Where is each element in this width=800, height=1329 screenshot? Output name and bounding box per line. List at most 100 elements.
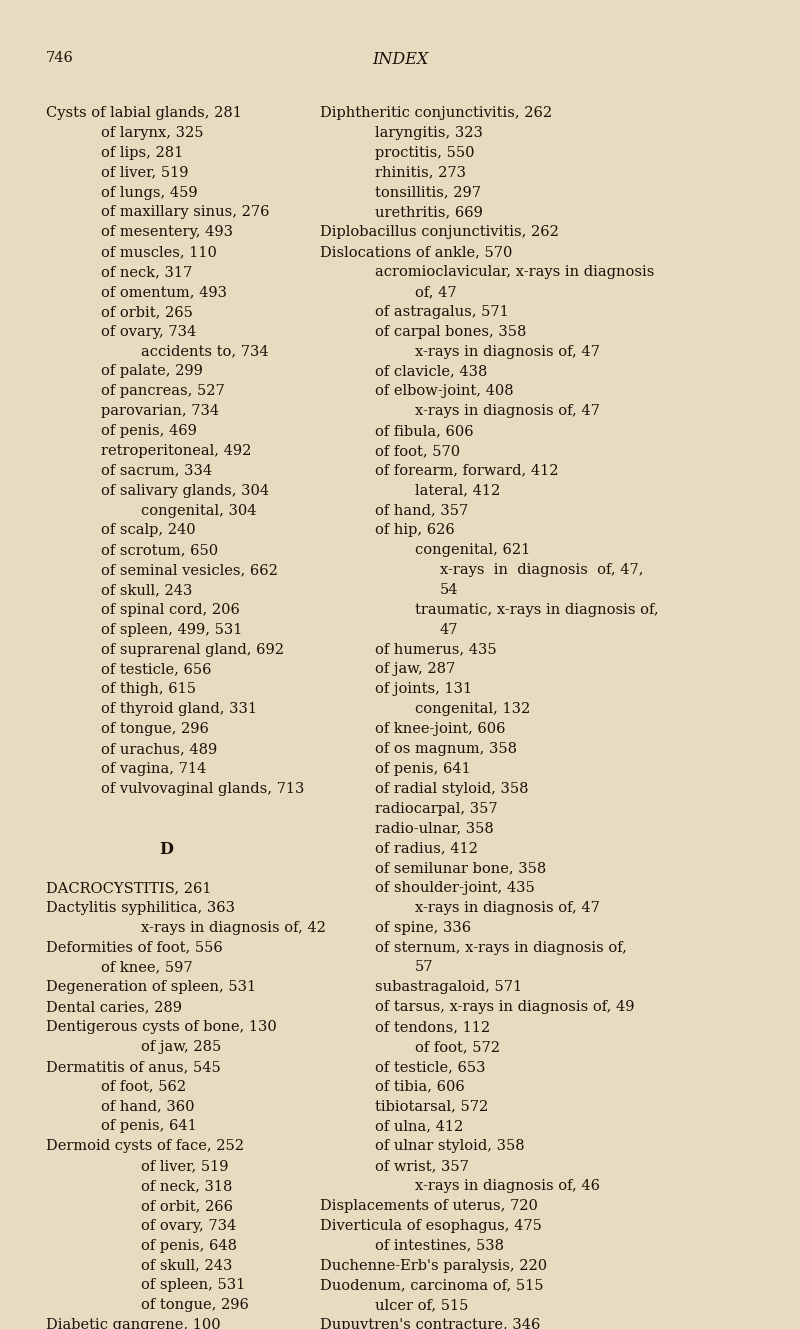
Text: of muscles, 110: of muscles, 110 [101,246,217,259]
Text: tibiotarsal, 572: tibiotarsal, 572 [375,1099,488,1114]
Text: of thyroid gland, 331: of thyroid gland, 331 [101,702,257,716]
Text: of omentum, 493: of omentum, 493 [101,284,227,299]
Text: Dermoid cysts of face, 252: Dermoid cysts of face, 252 [46,1139,244,1154]
Text: Deformities of foot, 556: Deformities of foot, 556 [46,941,222,954]
Text: of suprarenal gland, 692: of suprarenal gland, 692 [101,643,284,657]
Text: of radial styloid, 358: of radial styloid, 358 [375,781,529,796]
Text: of scalp, 240: of scalp, 240 [101,524,196,537]
Text: laryngitis, 323: laryngitis, 323 [375,126,483,140]
Text: of vulvovaginal glands, 713: of vulvovaginal glands, 713 [101,781,304,796]
Text: Duodenum, carcinoma of, 515: Duodenum, carcinoma of, 515 [320,1278,543,1292]
Text: Dental caries, 289: Dental caries, 289 [46,1001,182,1014]
Text: Duchenne-Erb's paralysis, 220: Duchenne-Erb's paralysis, 220 [320,1259,547,1272]
Text: of hand, 357: of hand, 357 [375,504,468,517]
Text: x-rays in diagnosis of, 42: x-rays in diagnosis of, 42 [141,921,326,934]
Text: INDEX: INDEX [372,51,428,68]
Text: of neck, 317: of neck, 317 [101,264,192,279]
Text: x-rays in diagnosis of, 46: x-rays in diagnosis of, 46 [415,1179,600,1193]
Text: Diphtheritic conjunctivitis, 262: Diphtheritic conjunctivitis, 262 [320,106,552,120]
Text: Dentigerous cysts of bone, 130: Dentigerous cysts of bone, 130 [46,1021,277,1034]
Text: of testicle, 653: of testicle, 653 [375,1059,486,1074]
Text: of humerus, 435: of humerus, 435 [375,643,497,657]
Text: of foot, 562: of foot, 562 [101,1079,186,1094]
Text: radio-ulnar, 358: radio-ulnar, 358 [375,821,494,836]
Text: of liver, 519: of liver, 519 [141,1159,229,1174]
Text: of knee, 597: of knee, 597 [101,961,193,974]
Text: of elbow-joint, 408: of elbow-joint, 408 [375,384,514,399]
Text: parovarian, 734: parovarian, 734 [101,404,219,419]
Text: of lips, 281: of lips, 281 [101,146,183,159]
Text: of, 47: of, 47 [415,284,457,299]
Text: x-rays in diagnosis of, 47: x-rays in diagnosis of, 47 [415,344,600,359]
Text: of spleen, 531: of spleen, 531 [141,1278,246,1292]
Text: of ovary, 734: of ovary, 734 [101,324,196,339]
Text: congenital, 304: congenital, 304 [141,504,257,517]
Text: of forearm, forward, 412: of forearm, forward, 412 [375,464,558,477]
Text: 746: 746 [46,51,74,65]
Text: of jaw, 285: of jaw, 285 [141,1041,222,1054]
Text: retroperitoneal, 492: retroperitoneal, 492 [101,444,251,459]
Text: of salivary glands, 304: of salivary glands, 304 [101,484,269,497]
Text: of shoulder-joint, 435: of shoulder-joint, 435 [375,881,534,894]
Text: of penis, 648: of penis, 648 [141,1239,237,1253]
Text: of testicle, 656: of testicle, 656 [101,662,211,676]
Text: D: D [159,841,173,859]
Text: of skull, 243: of skull, 243 [101,583,192,597]
Text: Diabetic gangrene, 100: Diabetic gangrene, 100 [46,1318,221,1329]
Text: of mesentery, 493: of mesentery, 493 [101,226,233,239]
Text: Degeneration of spleen, 531: Degeneration of spleen, 531 [46,981,256,994]
Text: traumatic, x-rays in diagnosis of,: traumatic, x-rays in diagnosis of, [415,603,658,617]
Text: Dermatitis of anus, 545: Dermatitis of anus, 545 [46,1059,221,1074]
Text: of thigh, 615: of thigh, 615 [101,682,196,696]
Text: ulcer of, 515: ulcer of, 515 [375,1298,468,1312]
Text: of carpal bones, 358: of carpal bones, 358 [375,324,526,339]
Text: of astragalus, 571: of astragalus, 571 [375,304,509,319]
Text: of ulnar styloid, 358: of ulnar styloid, 358 [375,1139,525,1154]
Text: of lungs, 459: of lungs, 459 [101,186,198,199]
Text: of hip, 626: of hip, 626 [375,524,454,537]
Text: of skull, 243: of skull, 243 [141,1259,232,1272]
Text: of tongue, 296: of tongue, 296 [101,722,209,736]
Text: of os magnum, 358: of os magnum, 358 [375,742,517,756]
Text: of palate, 299: of palate, 299 [101,364,203,379]
Text: x-rays in diagnosis of, 47: x-rays in diagnosis of, 47 [415,404,600,419]
Text: Cysts of labial glands, 281: Cysts of labial glands, 281 [46,106,242,120]
Text: of jaw, 287: of jaw, 287 [375,662,455,676]
Text: Dactylitis syphilitica, 363: Dactylitis syphilitica, 363 [46,901,235,914]
Text: of fibula, 606: of fibula, 606 [375,424,474,439]
Text: Dislocations of ankle, 570: Dislocations of ankle, 570 [320,246,512,259]
Text: x-rays in diagnosis of, 47: x-rays in diagnosis of, 47 [415,901,600,914]
Text: 54: 54 [440,583,458,597]
Text: accidents to, 734: accidents to, 734 [141,344,269,359]
Text: of tongue, 296: of tongue, 296 [141,1298,249,1312]
Text: of liver, 519: of liver, 519 [101,166,189,179]
Text: Displacements of uterus, 720: Displacements of uterus, 720 [320,1199,538,1213]
Text: of ulna, 412: of ulna, 412 [375,1119,463,1134]
Text: acromioclavicular, x-rays in diagnosis: acromioclavicular, x-rays in diagnosis [375,264,654,279]
Text: radiocarpal, 357: radiocarpal, 357 [375,801,498,816]
Text: congenital, 621: congenital, 621 [415,544,530,557]
Text: of joints, 131: of joints, 131 [375,682,472,696]
Text: of spleen, 499, 531: of spleen, 499, 531 [101,623,242,637]
Text: of intestines, 538: of intestines, 538 [375,1239,504,1253]
Text: of foot, 570: of foot, 570 [375,444,460,459]
Text: congenital, 132: congenital, 132 [415,702,530,716]
Text: of spinal cord, 206: of spinal cord, 206 [101,603,240,617]
Text: of knee-joint, 606: of knee-joint, 606 [375,722,506,736]
Text: proctitis, 550: proctitis, 550 [375,146,474,159]
Text: of scrotum, 650: of scrotum, 650 [101,544,218,557]
Text: of urachus, 489: of urachus, 489 [101,742,218,756]
Text: 57: 57 [415,961,434,974]
Text: of tendons, 112: of tendons, 112 [375,1021,490,1034]
Text: lateral, 412: lateral, 412 [415,484,500,497]
Text: of tarsus, x-rays in diagnosis of, 49: of tarsus, x-rays in diagnosis of, 49 [375,1001,634,1014]
Text: of tibia, 606: of tibia, 606 [375,1079,465,1094]
Text: of radius, 412: of radius, 412 [375,841,478,856]
Text: of maxillary sinus, 276: of maxillary sinus, 276 [101,206,270,219]
Text: Diverticula of esophagus, 475: Diverticula of esophagus, 475 [320,1219,542,1233]
Text: of seminal vesicles, 662: of seminal vesicles, 662 [101,563,278,577]
Text: of sternum, x-rays in diagnosis of,: of sternum, x-rays in diagnosis of, [375,941,627,954]
Text: urethritis, 669: urethritis, 669 [375,206,483,219]
Text: Dupuytren's contracture, 346: Dupuytren's contracture, 346 [320,1318,540,1329]
Text: of penis, 641: of penis, 641 [375,762,470,776]
